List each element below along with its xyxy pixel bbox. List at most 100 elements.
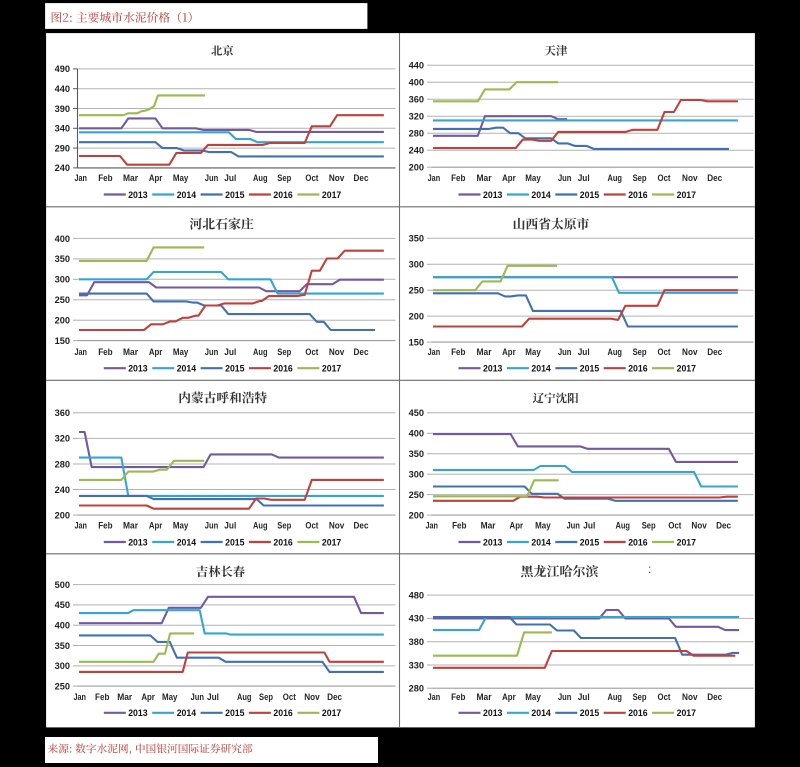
- svg-text:2017: 2017: [677, 364, 696, 374]
- svg-text:250: 250: [55, 681, 70, 691]
- svg-text:2013: 2013: [483, 364, 502, 374]
- svg-text:360: 360: [55, 408, 70, 418]
- svg-text:2015: 2015: [580, 708, 599, 718]
- svg-text:350: 350: [409, 234, 424, 244]
- svg-text:Aug: Aug: [253, 173, 268, 184]
- svg-text:2014: 2014: [531, 190, 551, 200]
- svg-text:2014: 2014: [531, 708, 551, 718]
- svg-text:May: May: [525, 173, 541, 184]
- svg-text:Jun: Jun: [566, 521, 580, 532]
- svg-text:340: 340: [55, 124, 70, 134]
- svg-text:Oct: Oct: [305, 173, 319, 184]
- svg-text:Apr: Apr: [510, 521, 524, 532]
- svg-text:May: May: [173, 173, 189, 184]
- svg-text:300: 300: [409, 470, 424, 480]
- svg-text:2016: 2016: [273, 537, 292, 547]
- svg-text:300: 300: [55, 661, 70, 671]
- svg-text:Feb: Feb: [451, 692, 466, 703]
- svg-text:Feb: Feb: [98, 521, 113, 532]
- svg-text:Jan: Jan: [74, 347, 87, 358]
- svg-text:Jun: Jun: [558, 173, 572, 184]
- svg-text:2014: 2014: [177, 364, 197, 374]
- svg-text:250: 250: [409, 490, 424, 500]
- svg-text:2014: 2014: [531, 537, 551, 547]
- svg-text:2016: 2016: [628, 708, 647, 718]
- svg-text:Aug: Aug: [607, 692, 622, 703]
- svg-text:2017: 2017: [322, 708, 341, 718]
- svg-text:360: 360: [409, 95, 424, 105]
- svg-text:Dec: Dec: [327, 692, 343, 703]
- svg-text:Jan: Jan: [73, 692, 86, 703]
- svg-text:Jun: Jun: [558, 347, 572, 358]
- svg-text:May: May: [535, 521, 551, 532]
- svg-text:Aug: Aug: [237, 692, 252, 703]
- svg-text:Mar: Mar: [117, 692, 132, 703]
- svg-text:2017: 2017: [322, 537, 341, 547]
- svg-text:Apr: Apr: [502, 173, 516, 184]
- svg-text:300: 300: [55, 275, 70, 285]
- svg-text:Nov: Nov: [682, 173, 698, 184]
- svg-text:Sep: Sep: [633, 347, 647, 358]
- svg-text:280: 280: [55, 459, 70, 469]
- svg-text:2016: 2016: [628, 537, 647, 547]
- svg-text:Mar: Mar: [477, 347, 492, 358]
- svg-text:Oct: Oct: [283, 692, 297, 703]
- svg-text:Mar: Mar: [123, 521, 138, 532]
- svg-text:2013: 2013: [128, 708, 147, 718]
- svg-text:2017: 2017: [677, 537, 696, 547]
- svg-text::: :: [648, 562, 651, 576]
- svg-text:Apr: Apr: [149, 173, 163, 184]
- svg-text:150: 150: [409, 337, 424, 347]
- svg-text:Aug: Aug: [253, 347, 268, 358]
- svg-text:Jul: Jul: [207, 692, 219, 703]
- svg-text:Apr: Apr: [141, 692, 155, 703]
- svg-text:2017: 2017: [677, 190, 696, 200]
- svg-text:Apr: Apr: [502, 692, 516, 703]
- svg-text:Jul: Jul: [578, 347, 590, 358]
- svg-text:480: 480: [409, 590, 424, 600]
- svg-text:2015: 2015: [580, 537, 599, 547]
- svg-text:2016: 2016: [628, 190, 647, 200]
- svg-text:Apr: Apr: [502, 347, 516, 358]
- svg-text:2017: 2017: [322, 190, 341, 200]
- svg-text:Sep: Sep: [277, 521, 291, 532]
- svg-text:Nov: Nov: [682, 347, 698, 358]
- svg-text:Jul: Jul: [224, 173, 236, 184]
- svg-text:Dec: Dec: [716, 521, 732, 532]
- svg-text:2013: 2013: [483, 537, 502, 547]
- svg-text:Jul: Jul: [578, 173, 590, 184]
- svg-text:2013: 2013: [483, 190, 502, 200]
- svg-text:May: May: [162, 692, 178, 703]
- svg-text:2014: 2014: [177, 537, 197, 547]
- svg-text:2015: 2015: [225, 364, 244, 374]
- svg-text:Jul: Jul: [583, 521, 595, 532]
- svg-text:Oct: Oct: [305, 347, 319, 358]
- svg-text:May: May: [525, 692, 541, 703]
- svg-text:2016: 2016: [273, 708, 292, 718]
- svg-text:Jan: Jan: [74, 521, 87, 532]
- svg-text:Nov: Nov: [682, 692, 698, 703]
- svg-text:Dec: Dec: [354, 173, 370, 184]
- svg-text:2015: 2015: [580, 190, 599, 200]
- svg-text:Nov: Nov: [691, 521, 707, 532]
- svg-text:Sep: Sep: [277, 347, 291, 358]
- svg-text:Jul: Jul: [224, 347, 236, 358]
- svg-text:Dec: Dec: [707, 347, 723, 358]
- svg-text:280: 280: [409, 129, 424, 139]
- svg-text:Oct: Oct: [305, 521, 319, 532]
- svg-text:Aug: Aug: [253, 521, 268, 532]
- svg-text:440: 440: [55, 84, 70, 94]
- svg-text:320: 320: [409, 112, 424, 122]
- svg-text:2014: 2014: [531, 364, 551, 374]
- svg-text:200: 200: [55, 510, 70, 520]
- svg-text:Nov: Nov: [329, 347, 345, 358]
- svg-text:300: 300: [409, 260, 424, 270]
- svg-text:450: 450: [409, 408, 424, 418]
- svg-text:Jan: Jan: [74, 173, 87, 184]
- svg-text:Mar: Mar: [123, 173, 138, 184]
- svg-text:Apr: Apr: [149, 521, 163, 532]
- svg-text:2015: 2015: [225, 537, 244, 547]
- svg-text:2013: 2013: [128, 364, 147, 374]
- svg-text:490: 490: [55, 64, 70, 74]
- svg-text:May: May: [525, 347, 541, 358]
